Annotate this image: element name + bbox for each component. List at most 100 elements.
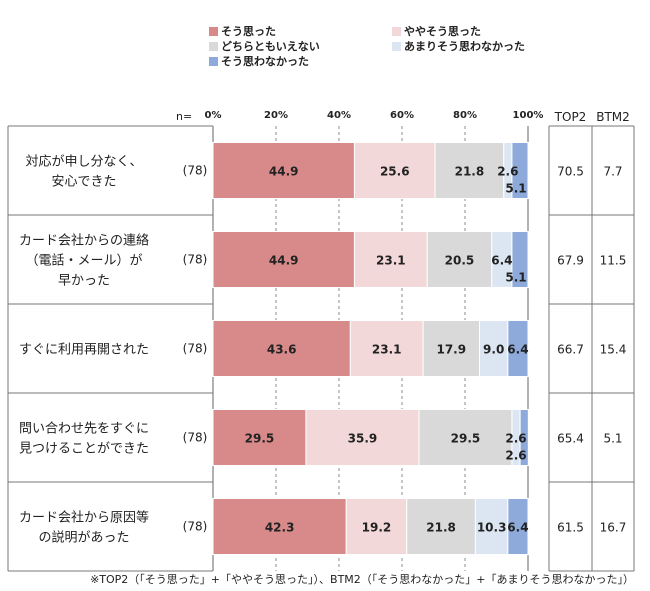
- x-tick-label: 100%: [513, 110, 544, 121]
- n-value: (78): [183, 520, 208, 534]
- legend-entry: ややそう思った: [404, 25, 481, 38]
- legend-entry: どちらともいえない: [221, 40, 320, 53]
- legend-swatch: [209, 57, 218, 66]
- data-label: 5.1: [505, 182, 526, 196]
- category-label: の説明があった: [38, 530, 129, 546]
- bar-segment: [478, 320, 509, 377]
- data-label: 44.9: [269, 165, 299, 179]
- btm2-value: 7.7: [603, 165, 622, 179]
- top2-value: 70.5: [557, 165, 584, 179]
- data-label: 2.6: [497, 165, 518, 179]
- category-label: 見つけることができた: [19, 442, 149, 457]
- data-label: 2.6: [505, 449, 526, 463]
- btm2-value: 11.5: [600, 254, 627, 268]
- legend-swatch: [209, 27, 218, 36]
- data-label: 20.5: [445, 254, 475, 268]
- data-label: 35.9: [348, 432, 378, 446]
- category-row: 対応が申し分なく、安心できた (78) 44.9 25.6 21.8 2.6 5.1 70.5…: [25, 142, 623, 199]
- data-label: 25.6: [380, 165, 410, 179]
- btm2-value: 5.1: [603, 432, 622, 446]
- data-label: 19.2: [362, 521, 392, 535]
- category-label: カード会社からの連絡: [19, 233, 149, 249]
- data-label: 21.8: [426, 521, 456, 535]
- top2-value: 61.5: [557, 521, 584, 535]
- x-tick-label: 60%: [390, 110, 414, 121]
- top2-value: 66.7: [557, 343, 584, 357]
- bar-segment: [519, 409, 529, 466]
- bar-segment: [349, 320, 424, 377]
- data-label: 6.4: [491, 254, 512, 268]
- bar-segment: [434, 142, 505, 199]
- data-label: 10.3: [477, 521, 507, 535]
- bar-segment: [212, 320, 351, 377]
- data-label: 29.5: [451, 432, 481, 446]
- n-value: (78): [183, 431, 208, 445]
- table-frame: [7, 125, 635, 572]
- bar-segment: [212, 142, 355, 199]
- data-label: 42.3: [265, 521, 295, 535]
- chart-rows: 対応が申し分なく、安心できた (78) 44.9 25.6 21.8 2.6 5.1 70.5…: [19, 142, 627, 555]
- bar-segment: [507, 498, 529, 555]
- bar-segment: [511, 231, 529, 288]
- data-label: 44.9: [269, 254, 299, 268]
- data-label: 21.8: [455, 165, 485, 179]
- bar-segment: [474, 498, 509, 555]
- bar-segment: [212, 409, 307, 466]
- top2-value: 65.4: [557, 432, 584, 446]
- x-axis: n= 0% 20% 40% 60% 80% 100% TOP2 BTM2: [176, 110, 630, 124]
- n-value: (78): [183, 164, 208, 178]
- legend-swatch: [392, 42, 401, 51]
- btm2-value: 15.4: [600, 343, 627, 357]
- bar-segment: [406, 498, 476, 555]
- legend-entry: あまりそう思わなかった: [404, 40, 525, 53]
- bar-segment: [305, 409, 420, 466]
- bar-segment: [345, 498, 408, 555]
- data-label: 23.1: [376, 254, 406, 268]
- btm2-value: 16.7: [600, 521, 627, 535]
- bar-segment: [212, 231, 355, 288]
- top2-value: 67.9: [557, 254, 584, 268]
- btm2-header: BTM2: [596, 110, 630, 124]
- legend-entry: そう思った: [221, 25, 276, 38]
- data-label: 29.5: [245, 432, 275, 446]
- category-label: 問い合わせ先をすぐに: [19, 422, 149, 437]
- legend-swatch: [392, 27, 401, 36]
- bar-segment: [418, 409, 513, 466]
- data-label: 2.6: [505, 432, 526, 446]
- n-value: (78): [183, 342, 208, 356]
- x-tick-label: 0%: [205, 110, 222, 121]
- x-tick-label: 20%: [264, 110, 288, 121]
- data-label: 6.4: [507, 343, 528, 357]
- bar-segment: [212, 498, 347, 555]
- category-label: すぐに利用再開された: [19, 343, 149, 358]
- data-label: 6.4: [507, 521, 528, 535]
- legend-swatch: [209, 42, 218, 51]
- data-label: 9.0: [483, 343, 504, 357]
- x-tick-label: 40%: [327, 110, 351, 121]
- category-label: （電話・メール）が: [25, 253, 142, 269]
- top2-header: TOP2: [554, 110, 587, 124]
- category-label: 対応が申し分なく、: [25, 155, 142, 170]
- data-label: 17.9: [436, 343, 466, 357]
- category-row: すぐに利用再開された (78) 43.6 23.1 17.9 9.0 6.4 66.7 15.4: [19, 320, 627, 377]
- bar-segment: [353, 142, 436, 199]
- data-label: 23.1: [372, 343, 402, 357]
- category-label: 早かった: [58, 274, 110, 289]
- bar-segment: [353, 231, 428, 288]
- n-value: (78): [183, 253, 208, 267]
- legend-entry: そう思わなかった: [221, 55, 309, 68]
- x-tick-label: 80%: [453, 110, 477, 121]
- bar-segment: [507, 320, 529, 377]
- n-label: n=: [176, 110, 192, 123]
- bar-segment: [511, 142, 529, 199]
- footnote: ※TOP2（「そう思った」+「ややそう思った」）、BTM2（「そう思わなかった」…: [90, 573, 634, 586]
- category-label: カード会社から原因等: [19, 510, 149, 526]
- data-label: 5.1: [505, 271, 526, 285]
- data-label: 43.6: [267, 343, 297, 357]
- category-label: 安心できた: [51, 175, 116, 190]
